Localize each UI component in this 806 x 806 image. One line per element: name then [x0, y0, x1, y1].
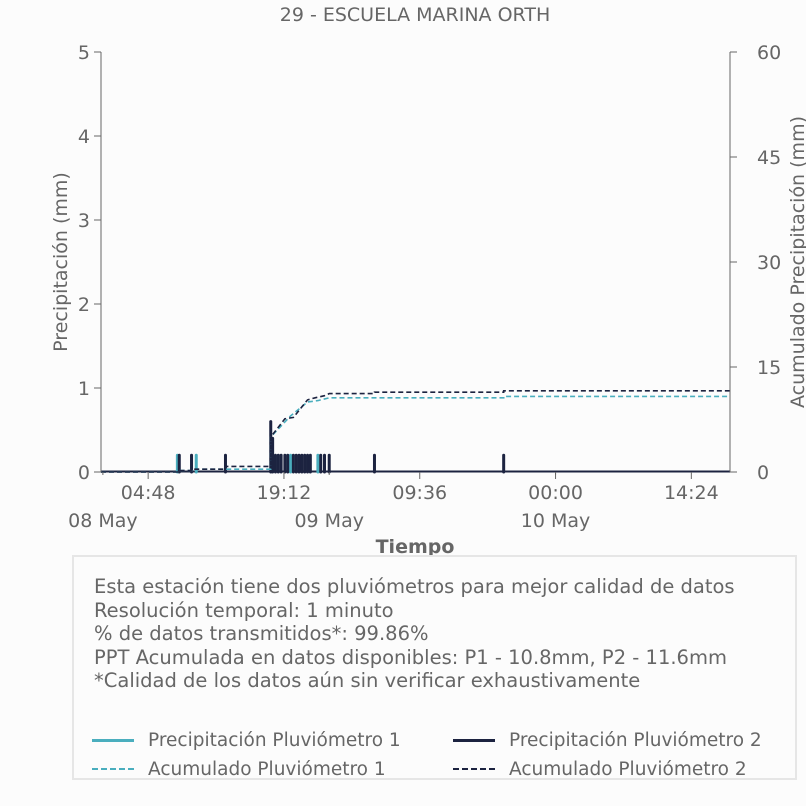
y-tick-label-0: 0	[78, 462, 90, 484]
y-tick-label-2: 2	[78, 294, 90, 316]
y2-tick-label-3: 45	[757, 147, 781, 169]
x-date-label-2: 10 May	[521, 510, 591, 532]
legend-label-acum-p1: Acumulado Pluviómetro 1	[148, 758, 386, 780]
chart-title: 29 - ESCUELA MARINA ORTH	[280, 4, 551, 26]
y2-tick-label-0: 0	[757, 462, 769, 484]
info-box: Esta estación tiene dos pluviómetros par…	[72, 555, 797, 780]
series-3-line	[101, 390, 730, 473]
y-tick-label-5: 5	[78, 42, 90, 64]
y-tick-label-1: 1	[78, 378, 90, 400]
y-tick-label-4: 4	[78, 126, 90, 148]
legend-swatch-acum-p2	[453, 768, 495, 770]
x-axis-label: Tiempo	[376, 536, 455, 555]
legend-label-precip-p2: Precipitación Pluviómetro 2	[509, 729, 762, 751]
info-line-transmitted: % de datos transmitidos*: 99.86%	[94, 622, 429, 645]
legend-item-acum-p1: Acumulado Pluviómetro 1	[92, 758, 386, 780]
y2-tick-label-2: 30	[757, 252, 781, 274]
x-tick-label-0: 04:48	[121, 482, 176, 504]
legend-swatch-precip-p1	[92, 738, 134, 742]
x-tick-label-4: 14:24	[664, 482, 719, 504]
x-tick-label-1: 19:12	[257, 482, 312, 504]
info-line-quality-note: *Calidad de los datos aún sin verificar …	[94, 669, 641, 692]
precipitation-chart: 29 - ESCUELA MARINA ORTH 012345015304560…	[50, 4, 806, 555]
info-line-resolution: Resolución temporal: 1 minuto	[94, 598, 394, 622]
legend-swatch-acum-p1	[92, 768, 134, 770]
legend-label-precip-p1: Precipitación Pluviómetro 1	[148, 729, 401, 751]
plot-area	[101, 390, 730, 474]
x-tick-label-3: 00:00	[528, 482, 583, 504]
y2-axis-label: Acumulado Precipitación (mm)	[787, 116, 806, 408]
info-line-two-gauges: Esta estación tiene dos pluviómetros par…	[94, 575, 735, 598]
info-lines: Esta estación tiene dos pluviómetros par…	[94, 575, 735, 693]
legend-label-acum-p2: Acumulado Pluviómetro 2	[509, 758, 747, 780]
info-line-accumulated: PPT Acumulada en datos disponibles: P1 -…	[94, 645, 727, 669]
x-tick-label-2: 09:36	[392, 482, 447, 504]
x-date-label-1: 09 May	[294, 510, 364, 532]
legend-item-precip-p2: Precipitación Pluviómetro 2	[453, 729, 762, 751]
legend-swatch-precip-p2	[453, 738, 495, 742]
legend-item-precip-p1: Precipitación Pluviómetro 1	[92, 729, 401, 751]
y2-tick-label-4: 60	[757, 42, 781, 64]
legend-item-acum-p2: Acumulado Pluviómetro 2	[453, 758, 747, 780]
y-axis-label: Precipitación (mm)	[50, 172, 72, 352]
y2-tick-label-1: 15	[757, 357, 781, 379]
y-tick-label-3: 3	[78, 210, 90, 232]
x-date-label-0: 08 May	[68, 510, 138, 532]
